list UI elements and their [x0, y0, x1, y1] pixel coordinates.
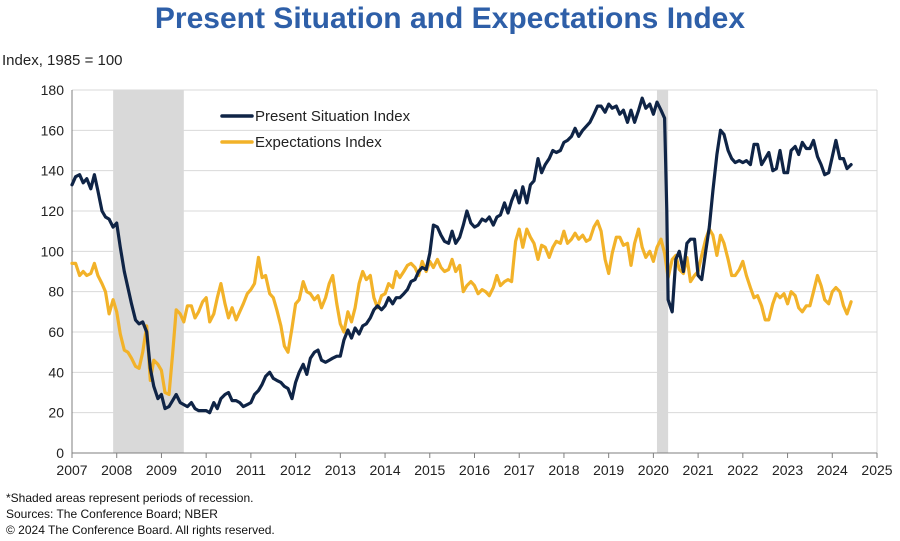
legend-label-present-situation-index: Present Situation Index	[255, 108, 411, 125]
series-line-present-situation-index	[70, 96, 853, 415]
recession-shading	[113, 90, 669, 453]
x-tick-label-2019: 2019	[593, 462, 624, 478]
x-tick-label-2023: 2023	[772, 462, 803, 478]
y-axis-unit-label: Index, 1985 = 100	[2, 52, 123, 69]
x-tick-label-2009: 2009	[146, 462, 177, 478]
gridlines	[72, 89, 877, 414]
recession-band-2	[656, 90, 669, 453]
x-tick-label-2024: 2024	[817, 462, 848, 478]
y-tick-label-0: 0	[56, 445, 64, 461]
copyright-footnote: © 2024 The Conference Board. All rights …	[6, 523, 275, 537]
x-tick-label-2016: 2016	[459, 462, 490, 478]
x-tick-label-2013: 2013	[325, 462, 356, 478]
x-tick-label-2021: 2021	[683, 462, 714, 478]
axes	[71, 90, 878, 458]
recession-footnote: *Shaded areas represent periods of reces…	[6, 491, 254, 505]
x-tick-label-2017: 2017	[504, 462, 535, 478]
x-tick-label-2018: 2018	[548, 462, 579, 478]
y-tick-label-140: 140	[41, 163, 65, 179]
x-tick-label-2010: 2010	[191, 462, 222, 478]
series-lines	[70, 96, 853, 415]
y-tick-label-160: 160	[41, 122, 65, 138]
x-tick-label-2007: 2007	[56, 462, 87, 478]
x-tick-label-2011: 2011	[236, 462, 266, 478]
y-tick-label-180: 180	[41, 82, 65, 98]
x-tick-label-2015: 2015	[414, 462, 445, 478]
y-tick-labels: 0 20 40 60 80 100 120 140 160 180	[41, 82, 65, 461]
x-tick-label-2025: 2025	[861, 462, 892, 478]
y-tick-label-100: 100	[41, 243, 65, 259]
legend-label-expectations-index: Expectations Index	[255, 134, 382, 151]
x-tick-label-2014: 2014	[369, 462, 400, 478]
y-tick-label-120: 120	[41, 203, 65, 219]
x-tick-label-2020: 2020	[638, 462, 669, 478]
y-tick-label-80: 80	[48, 284, 64, 300]
series-line-expectations-index	[70, 219, 853, 397]
x-tick-label-2008: 2008	[101, 462, 132, 478]
y-tick-label-60: 60	[48, 324, 64, 340]
y-tick-label-20: 20	[48, 405, 64, 421]
x-tick-label-2012: 2012	[280, 462, 311, 478]
y-tick-label-40: 40	[48, 364, 64, 380]
legend: Present Situation Index Expectations Inde…	[220, 108, 411, 151]
chart-title: Present Situation and Expectations Index	[154, 2, 746, 35]
x-tick-label-2022: 2022	[727, 462, 758, 478]
sources-footnote: Sources: The Conference Board; NBER	[6, 507, 218, 521]
x-tick-labels: 2007 2008 2009 2010 2011 2012 2013 2014 2015 2016…	[56, 462, 892, 478]
